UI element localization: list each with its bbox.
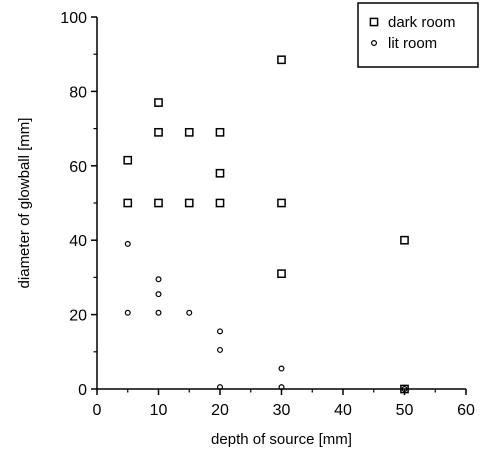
- dark-room-point: [400, 384, 409, 394]
- lit-room-point: [217, 346, 224, 353]
- legend-box: [357, 2, 479, 68]
- dark-room-point: [215, 168, 225, 178]
- legend-label: dark room: [388, 14, 456, 31]
- y-axis-title: diameter of glowball [mm]: [16, 118, 33, 289]
- y-tick-label: 100: [60, 10, 87, 27]
- series-lit-room: [124, 240, 408, 393]
- dark-room-point: [184, 127, 194, 137]
- legend: dark room lit room: [357, 2, 479, 68]
- axes: 0 10 20 30 40 50 60 0 20 40 60 80 100: [60, 10, 475, 419]
- legend-marker-circle: [371, 39, 378, 46]
- dark-room-point: [215, 198, 225, 208]
- lit-room-point: [217, 384, 224, 391]
- dark-room-point: [277, 269, 286, 279]
- y-tick-label: 80: [69, 84, 87, 101]
- legend-marker-square: [369, 17, 379, 27]
- lit-room-point: [155, 276, 162, 283]
- dark-room-point: [277, 55, 286, 65]
- lit-room-point: [186, 309, 193, 316]
- dark-room-point: [277, 198, 286, 208]
- lit-room-point: [217, 328, 224, 335]
- dark-room-point: [154, 98, 163, 107]
- data-points: [123, 55, 409, 394]
- x-tick-label: 20: [211, 402, 229, 419]
- y-tick-label: 40: [69, 233, 87, 250]
- x-tick-label: 10: [150, 402, 168, 419]
- dark-room-point: [215, 127, 225, 137]
- lit-room-point: [124, 240, 131, 247]
- dark-room-point: [123, 155, 133, 165]
- x-axis-title: depth of source [mm]: [211, 431, 352, 448]
- series-dark-room: [123, 55, 409, 394]
- x-tick-label: 40: [334, 402, 352, 419]
- lit-room-point: [124, 309, 131, 316]
- dark-room-point: [184, 198, 194, 208]
- x-tick-label: 30: [273, 402, 291, 419]
- lit-room-point: [155, 291, 162, 298]
- x-tick-label: 60: [457, 402, 475, 419]
- y-tick-label: 0: [78, 382, 87, 399]
- legend-label: lit room: [388, 35, 437, 52]
- lit-room-point: [278, 365, 285, 372]
- x-tick-label: 0: [93, 402, 102, 419]
- dark-room-point: [154, 127, 163, 137]
- dark-room-point: [123, 198, 133, 208]
- x-tick-label: 50: [396, 402, 414, 419]
- lit-room-point: [278, 384, 285, 391]
- lit-room-point: [401, 386, 408, 393]
- y-tick-label: 60: [69, 159, 87, 176]
- lit-room-point: [155, 309, 162, 316]
- dark-room-point: [400, 235, 409, 245]
- dark-room-point: [154, 198, 163, 208]
- y-tick-label: 20: [69, 308, 87, 325]
